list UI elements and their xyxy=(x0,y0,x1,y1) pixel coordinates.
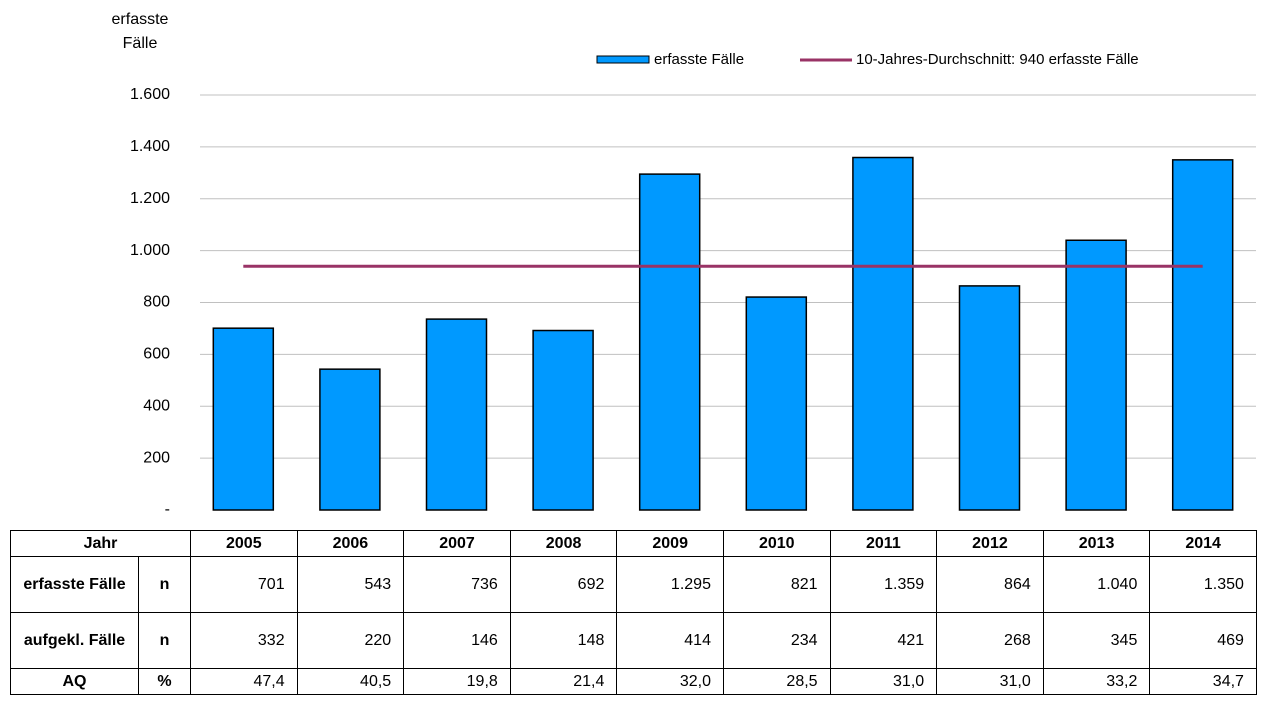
table-cell: 21,4 xyxy=(509,668,618,695)
bar xyxy=(532,329,594,511)
table-cell: 19,8 xyxy=(403,668,511,695)
y-tick-label: 600 xyxy=(143,346,170,363)
y-tick-label: 1.200 xyxy=(130,190,170,207)
table-cell: 146 xyxy=(403,612,511,669)
legend-swatch xyxy=(596,55,650,64)
table-cell: 2014 xyxy=(1149,530,1257,557)
bar xyxy=(319,368,381,511)
table-cell: n xyxy=(138,612,191,669)
y-tick-label: 1.000 xyxy=(130,242,170,259)
table-cell: 543 xyxy=(296,556,405,613)
table-cell: 2008 xyxy=(509,530,618,557)
table-cell: 28,5 xyxy=(722,668,831,695)
table-cell: 332 xyxy=(190,612,298,669)
bar xyxy=(958,285,1021,511)
bar xyxy=(852,156,914,511)
table-row: Jahr 2005 2006 2007 2008 2009 2010 2011 2012 2013… xyxy=(10,530,1257,557)
table-row: aufgekl. Fälle n 332 220 146 148 414 234 421 268 3… xyxy=(10,612,1257,669)
table-cell: 2013 xyxy=(1042,530,1151,557)
table-cell: aufgekl. Fälle xyxy=(10,612,139,669)
data-table: Jahr 2005 2006 2007 2008 2009 2010 2011 2012 2013… xyxy=(10,530,1257,695)
table-cell: 2009 xyxy=(616,530,724,557)
table-cell: 2006 xyxy=(296,530,405,557)
table-row: erfasste Fälle n 701 543 736 692 1.295 821 1.359… xyxy=(10,556,1257,613)
table-cell: 414 xyxy=(616,612,724,669)
table-cell: 2010 xyxy=(722,530,831,557)
y-axis-label: erfasste Fälle xyxy=(112,11,169,52)
table-cell: 40,5 xyxy=(296,668,405,695)
y-tick-label: 1.400 xyxy=(130,138,170,155)
table-cell: 345 xyxy=(1042,612,1151,669)
table-cell: 220 xyxy=(296,612,405,669)
table-cell: 864 xyxy=(936,556,1044,613)
table-cell: n xyxy=(138,556,191,613)
y-tick-label: 800 xyxy=(143,294,170,311)
table-cell: 2011 xyxy=(829,530,938,557)
table-cell: erfasste Fälle xyxy=(10,556,139,613)
y-tick-label: 1.600 xyxy=(130,86,170,103)
table-cell: 47,4 xyxy=(190,668,298,695)
table-cell: 421 xyxy=(829,612,938,669)
table-cell: 148 xyxy=(509,612,618,669)
table-cell: 469 xyxy=(1149,612,1257,669)
bar xyxy=(425,318,488,511)
table-cell: 1.359 xyxy=(829,556,938,613)
table-row: AQ% 47,4 40,5 19,8 21,4 32,0 28,5 31,0 31,0 33,2 3… xyxy=(10,668,1257,695)
table-cell: 31,0 xyxy=(829,668,938,695)
bar xyxy=(745,296,808,511)
chart: erfasste Fälle - 200 400 600 800 1.000 1.200 1.4… xyxy=(112,11,1256,518)
table-cell: 31,0 xyxy=(936,668,1044,695)
legend-label: erfasste Fälle xyxy=(654,51,744,68)
table-cell: 32,0 xyxy=(616,668,724,695)
bar xyxy=(638,173,701,511)
table-cell: Jahr xyxy=(10,530,191,557)
y-tick-label: 400 xyxy=(143,397,170,414)
table-cell: 1.295 xyxy=(616,556,724,613)
table-cell: 2005 xyxy=(190,530,298,557)
table-cell: 234 xyxy=(722,612,831,669)
table-cell: AQ xyxy=(10,668,139,695)
table-cell: 736 xyxy=(403,556,511,613)
table-cell: 2007 xyxy=(403,530,511,557)
table-cell: 692 xyxy=(509,556,618,613)
bar xyxy=(1171,159,1234,511)
table-cell: 2012 xyxy=(936,530,1044,557)
table-cell: 268 xyxy=(936,612,1044,669)
table-cell: 701 xyxy=(190,556,298,613)
table-cell: 1.350 xyxy=(1149,556,1257,613)
legend-label: 10-Jahres-Durchschnitt: 940 erfasste Fäl… xyxy=(856,51,1139,68)
bar xyxy=(1065,239,1127,511)
table-cell: % xyxy=(138,668,191,695)
table-cell: 33,2 xyxy=(1042,668,1151,695)
table-cell: 821 xyxy=(722,556,831,613)
y-tick-label: 200 xyxy=(143,449,170,466)
bar xyxy=(212,327,275,511)
table-cell: 1.040 xyxy=(1042,556,1151,613)
table-cell: 34,7 xyxy=(1149,668,1257,695)
y-tick-label: - xyxy=(165,501,170,518)
